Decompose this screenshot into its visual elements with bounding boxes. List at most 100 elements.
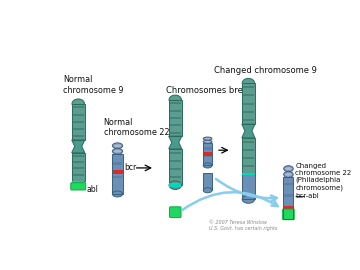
Bar [112,154,123,194]
Ellipse shape [242,195,255,203]
FancyArrowPatch shape [216,179,277,201]
Bar [242,174,255,199]
Bar [170,124,181,126]
Bar [284,194,293,197]
Bar [243,165,254,167]
Bar [112,154,123,194]
Bar [169,149,182,185]
Bar [72,106,84,108]
Ellipse shape [114,144,121,147]
Bar [72,121,84,123]
Ellipse shape [204,138,211,139]
Bar [72,155,84,157]
Bar [72,153,85,181]
Polygon shape [242,124,255,138]
Text: Changed
chromosome 22
(Philadelphia
chromosome): Changed chromosome 22 (Philadelphia chro… [295,163,352,191]
Bar [243,111,254,113]
Bar [203,147,212,150]
Bar [72,104,85,140]
Bar [170,102,181,104]
Text: Normal
chromosome 9: Normal chromosome 9 [63,75,123,95]
Bar [169,183,181,187]
Polygon shape [72,140,85,153]
Bar [72,174,84,176]
Bar [72,181,84,184]
Ellipse shape [203,188,212,193]
Bar [72,135,84,137]
Ellipse shape [169,95,181,104]
Ellipse shape [114,150,121,153]
Bar [206,140,210,141]
FancyBboxPatch shape [71,183,86,190]
Bar [283,177,293,219]
Bar [115,148,120,150]
FancyBboxPatch shape [283,209,294,220]
Bar [170,117,181,119]
Bar [243,141,254,143]
FancyArrowPatch shape [182,192,278,210]
Ellipse shape [284,166,293,172]
FancyBboxPatch shape [170,207,181,218]
Bar [284,183,293,185]
Bar [170,168,181,170]
Bar [113,170,122,174]
Bar [170,152,181,154]
Bar [170,160,181,162]
Bar [283,177,293,206]
Bar [72,167,84,170]
Bar [169,149,182,185]
Bar [72,114,84,116]
Ellipse shape [112,148,123,154]
Text: Normal
chromosome 22: Normal chromosome 22 [104,118,169,137]
Bar [170,176,181,178]
Bar [284,206,293,210]
Text: © 2007 Teresa Winslow
U.S. Govt. has certain rights: © 2007 Teresa Winslow U.S. Govt. has cer… [209,220,278,231]
Bar [243,94,254,96]
Bar [203,143,212,166]
Text: bcr: bcr [125,163,137,173]
Ellipse shape [112,143,123,149]
Bar [243,119,254,121]
Ellipse shape [203,137,212,140]
Bar [170,131,181,134]
Bar [113,176,122,178]
Bar [243,157,254,159]
Bar [170,110,181,112]
Bar [113,162,122,164]
Ellipse shape [285,173,292,176]
Text: bcr-abl: bcr-abl [295,193,319,200]
Ellipse shape [72,99,85,108]
Bar [72,153,85,181]
Bar [242,174,255,199]
Bar [242,138,255,174]
Text: Chromosomes break: Chromosomes break [166,86,253,95]
Ellipse shape [284,171,293,177]
Bar [203,143,212,166]
Ellipse shape [169,181,181,190]
Bar [203,152,212,156]
Bar [72,104,85,140]
Bar [169,100,182,136]
Ellipse shape [285,167,292,170]
Bar [242,173,255,176]
Ellipse shape [203,140,212,143]
Bar [242,83,255,124]
Text: Changed chromosome 9: Changed chromosome 9 [214,66,317,75]
Bar [203,173,212,190]
Bar [72,128,84,130]
Bar [243,149,254,151]
Bar [72,161,84,163]
Bar [242,83,255,124]
Text: abl: abl [86,185,98,194]
Ellipse shape [203,163,212,168]
Ellipse shape [242,78,255,88]
Bar [169,100,182,136]
Bar [287,171,291,173]
Bar [243,86,254,88]
Polygon shape [169,136,182,149]
Bar [243,103,254,104]
Ellipse shape [204,141,211,143]
Ellipse shape [112,191,123,197]
Bar [242,138,255,174]
Bar [203,155,212,157]
